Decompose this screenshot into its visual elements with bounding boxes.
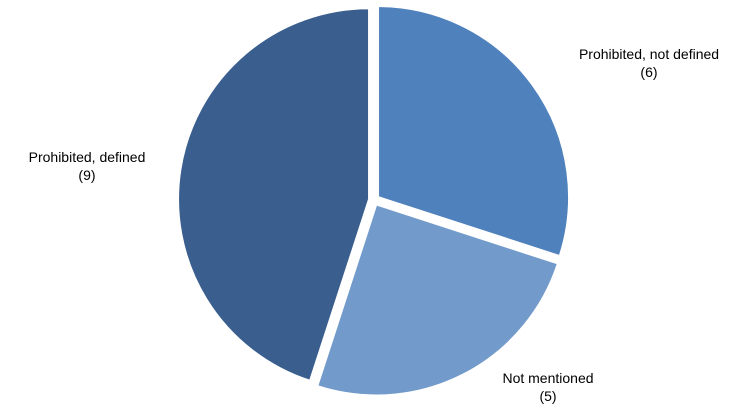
slice-prohibited-not-defined: [377, 5, 571, 258]
slice-label-text: Prohibited, defined: [28, 149, 146, 165]
slice-label-value: (6): [640, 64, 658, 80]
slice-label-prohibited-not-defined: Prohibited, not defined (6): [579, 45, 719, 81]
slice-label-value: (5): [539, 388, 557, 404]
pie-slices: [177, 5, 571, 397]
slice-label-value: (9): [78, 167, 96, 183]
slice-prohibited-defined: [177, 7, 371, 383]
slice-label-prohibited-defined: Prohibited, defined (9): [29, 148, 146, 184]
slice-label-text: Not mentioned: [502, 370, 594, 386]
slice-not-mentioned: [315, 203, 560, 397]
slice-label-text: Prohibited, not defined: [578, 46, 720, 62]
slice-label-not-mentioned: Not mentioned (5): [502, 369, 593, 405]
